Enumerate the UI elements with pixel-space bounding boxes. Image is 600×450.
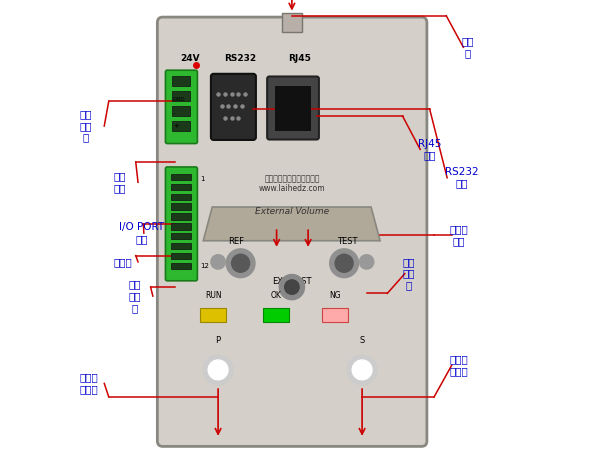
Text: 控制压
进气口: 控制压 进气口	[79, 373, 98, 394]
FancyBboxPatch shape	[211, 74, 256, 140]
Bar	[171, 233, 191, 239]
Text: RUN: RUN	[205, 291, 221, 300]
Circle shape	[211, 255, 226, 269]
Text: TEST: TEST	[337, 237, 358, 246]
Text: RJ45
接口: RJ45 接口	[418, 139, 441, 160]
Circle shape	[279, 274, 305, 300]
Bar	[172, 76, 190, 86]
Text: +: +	[173, 123, 179, 129]
Bar	[171, 263, 191, 269]
Circle shape	[232, 254, 250, 272]
Text: S: S	[359, 336, 365, 345]
Bar	[172, 106, 190, 116]
Bar	[171, 243, 191, 249]
Circle shape	[352, 360, 372, 380]
Text: 24V: 24V	[180, 54, 200, 63]
Bar	[171, 203, 191, 210]
Text: 1: 1	[200, 176, 205, 182]
FancyBboxPatch shape	[267, 76, 319, 140]
Text: 标准
件接
口: 标准 件接 口	[128, 279, 140, 313]
Circle shape	[335, 254, 353, 272]
Text: 苏州莱和电子科技有限公司: 苏州莱和电子科技有限公司	[264, 174, 320, 183]
Circle shape	[359, 255, 374, 269]
Text: 排气口: 排气口	[113, 257, 132, 267]
Bar	[171, 223, 191, 230]
Text: 测试压
进气口: 测试压 进气口	[449, 355, 468, 376]
Bar	[263, 308, 289, 322]
Circle shape	[203, 355, 233, 385]
Circle shape	[226, 249, 255, 278]
FancyBboxPatch shape	[166, 167, 197, 281]
Bar	[171, 174, 191, 180]
Text: www.laihedz.com: www.laihedz.com	[259, 184, 325, 193]
Text: 安装
扣: 安装 扣	[461, 36, 473, 58]
Polygon shape	[203, 207, 380, 241]
FancyBboxPatch shape	[166, 70, 197, 144]
Text: RJ45: RJ45	[287, 54, 311, 63]
Text: 状态
显示
灯: 状态 显示 灯	[403, 257, 415, 290]
Text: 电源
接口: 电源 接口	[113, 171, 126, 193]
Text: 被测件
接口: 被测件 接口	[449, 224, 468, 246]
Bar	[282, 14, 302, 32]
Text: I/O PORT
接口: I/O PORT 接口	[119, 222, 164, 244]
Text: OK: OK	[271, 291, 281, 300]
Bar	[322, 308, 348, 322]
Circle shape	[330, 249, 358, 278]
Text: 电源
显示
灯: 电源 显示 灯	[79, 109, 92, 143]
Circle shape	[208, 360, 228, 380]
Bar	[275, 86, 311, 130]
Text: External Volume: External Volume	[255, 207, 329, 216]
Text: 12: 12	[200, 263, 209, 269]
Text: RS232
接口: RS232 接口	[445, 167, 479, 189]
Text: RS232: RS232	[224, 54, 257, 63]
Bar	[171, 184, 191, 190]
Circle shape	[285, 280, 299, 294]
Text: NG: NG	[329, 291, 340, 300]
Bar	[171, 213, 191, 220]
Text: P: P	[215, 336, 221, 345]
Bar	[171, 253, 191, 259]
Text: EXHAUST: EXHAUST	[272, 277, 311, 286]
Text: REF: REF	[228, 237, 244, 246]
Text: -: -	[173, 110, 176, 116]
Bar	[172, 91, 190, 101]
Circle shape	[347, 355, 377, 385]
FancyBboxPatch shape	[157, 17, 427, 446]
Bar	[171, 194, 191, 200]
Bar	[200, 308, 226, 322]
Bar	[172, 122, 190, 131]
Text: GND: GND	[173, 97, 186, 102]
